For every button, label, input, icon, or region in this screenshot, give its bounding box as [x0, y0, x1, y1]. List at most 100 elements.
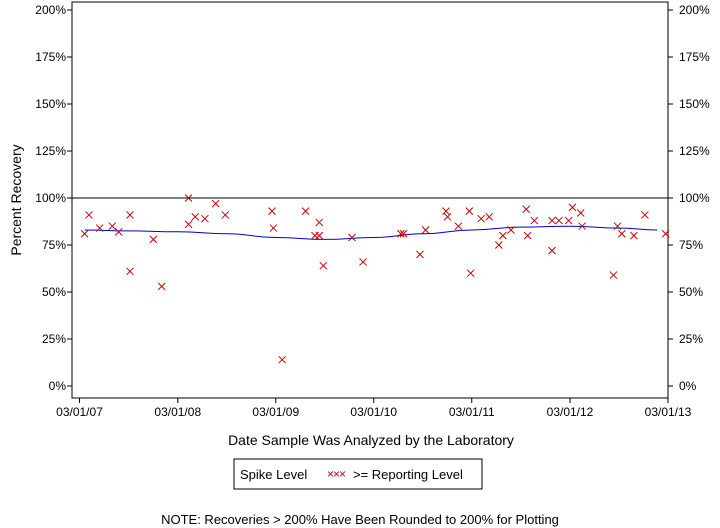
- y-tick-label-left: 175%: [35, 50, 66, 64]
- reporting-level-point: [443, 212, 452, 221]
- y-tick-label-right: 75%: [679, 238, 703, 252]
- reporting-level-point: [359, 258, 367, 266]
- reporting-level-point: [613, 222, 622, 231]
- x-marker-stroke: [184, 194, 193, 202]
- x-marker-stroke: [399, 229, 408, 238]
- reporting-level-point: [184, 194, 193, 202]
- x-tick-label: 03/01/13: [645, 405, 692, 419]
- y-axis-title: Percent Recovery: [8, 144, 24, 255]
- x-marker-stroke: [495, 241, 503, 249]
- reporting-level-point: [523, 231, 532, 240]
- reporting-level-point: [114, 227, 123, 236]
- reporting-level-point: [268, 207, 276, 216]
- x-marker-stroke: [157, 282, 166, 291]
- reporting-level-point: [454, 222, 463, 231]
- x-marker-stroke: [613, 222, 622, 231]
- reporting-level-point: [548, 216, 556, 225]
- x-marker-stroke: [348, 233, 356, 242]
- y-tick-label-left: 100%: [35, 191, 66, 205]
- x-marker-stroke: [466, 269, 475, 278]
- legend-box: [233, 458, 483, 490]
- x-marker-stroke: [108, 222, 117, 231]
- x-marker-stroke: [568, 203, 577, 212]
- y-tick-label-left: 0%: [49, 379, 67, 393]
- legend-x-marker-icon: ×××: [327, 467, 346, 481]
- x-marker-stroke: [485, 212, 494, 221]
- reporting-level-point: [184, 220, 193, 229]
- x-marker-stroke: [661, 229, 670, 238]
- reporting-level-point: [397, 229, 405, 238]
- x-marker-stroke: [268, 207, 276, 216]
- y-tick-label-right: 150%: [679, 97, 710, 111]
- reporting-level-point: [442, 207, 450, 216]
- x-marker-stroke: [85, 211, 93, 219]
- x-marker-stroke: [278, 355, 287, 364]
- y-axis-left: 0% 25% 50% 75% 100% 125% 150% 175% 200%: [35, 3, 72, 393]
- x-marker-stroke: [319, 261, 328, 270]
- x-marker-stroke: [522, 205, 531, 214]
- reporting-level-point: [576, 209, 585, 217]
- x-marker-stroke: [576, 209, 585, 217]
- x-marker-stroke: [126, 211, 134, 219]
- reporting-level-point: [522, 205, 531, 214]
- reporting-level-point: [499, 231, 507, 240]
- y-tick-label-left: 50%: [42, 285, 66, 299]
- x-marker-stroke: [191, 212, 200, 221]
- x-marker-stroke: [630, 231, 638, 240]
- reporting-level-point: [211, 199, 220, 208]
- spike-level-line: [84, 225, 658, 240]
- reporting-level-point: [564, 216, 573, 225]
- x-marker-stroke: [126, 267, 134, 276]
- y-tick-label-right: 50%: [679, 285, 703, 299]
- x-marker-stroke: [499, 231, 507, 240]
- reporting-level-point: [617, 229, 626, 238]
- reporting-level-point: [319, 261, 328, 270]
- reporting-level-point: [530, 216, 539, 225]
- legend-reporting-level-label: >= Reporting Level: [353, 467, 463, 482]
- x-axis-title: Date Sample Was Analyzed by the Laborato…: [228, 432, 514, 448]
- reporting-level-point: [568, 203, 577, 212]
- x-tick-label: 03/01/07: [56, 405, 103, 419]
- reporting-level-point: [269, 224, 278, 232]
- x-marker-stroke: [548, 246, 556, 255]
- y-tick-label-left: 75%: [42, 238, 66, 252]
- x-marker-stroke: [184, 220, 193, 229]
- y-tick-label-left: 150%: [35, 97, 66, 111]
- reporting-level-point: [507, 226, 515, 234]
- x-marker-stroke: [523, 231, 532, 240]
- x-marker-stroke: [578, 222, 586, 231]
- x-axis: 03/01/07 03/01/08 03/01/09 03/01/10 03/01/11…: [56, 398, 692, 419]
- y-tick-label-right: 0%: [679, 379, 697, 393]
- reporting-level-point: [221, 211, 230, 219]
- reporting-level-point: [201, 214, 209, 223]
- x-marker-stroke: [421, 226, 430, 234]
- x-tick-label: 03/01/11: [449, 405, 495, 419]
- reporting-level-point: [315, 218, 324, 227]
- reporting-level-point: [555, 216, 563, 225]
- reporting-level-point: [348, 233, 356, 242]
- x-marker-stroke: [269, 224, 278, 232]
- reporting-level-point: [466, 269, 475, 278]
- reporting-level-point: [578, 222, 586, 231]
- x-marker-stroke: [454, 222, 463, 231]
- x-marker-stroke: [221, 211, 230, 219]
- x-tick-label: 03/01/09: [252, 405, 299, 419]
- x-marker-stroke: [465, 207, 474, 216]
- reporting-level-point: [421, 226, 430, 234]
- reporting-level-point: [641, 211, 649, 219]
- reporting-level-point: [95, 224, 104, 232]
- reporting-level-point: [477, 214, 485, 223]
- x-marker-stroke: [617, 229, 626, 238]
- y-tick-label-right: 125%: [679, 144, 710, 158]
- x-marker-stroke: [359, 258, 367, 266]
- x-marker-stroke: [315, 231, 324, 240]
- plot-area: [71, 1, 669, 399]
- y-tick-label-right: 175%: [679, 50, 710, 64]
- x-marker-stroke: [416, 250, 424, 259]
- x-tick-label: 03/01/08: [154, 405, 201, 419]
- reporting-level-point: [126, 211, 134, 219]
- y-tick-label-right: 100%: [679, 191, 710, 205]
- reporting-level-point: [399, 229, 408, 238]
- reporting-level-point: [278, 355, 287, 364]
